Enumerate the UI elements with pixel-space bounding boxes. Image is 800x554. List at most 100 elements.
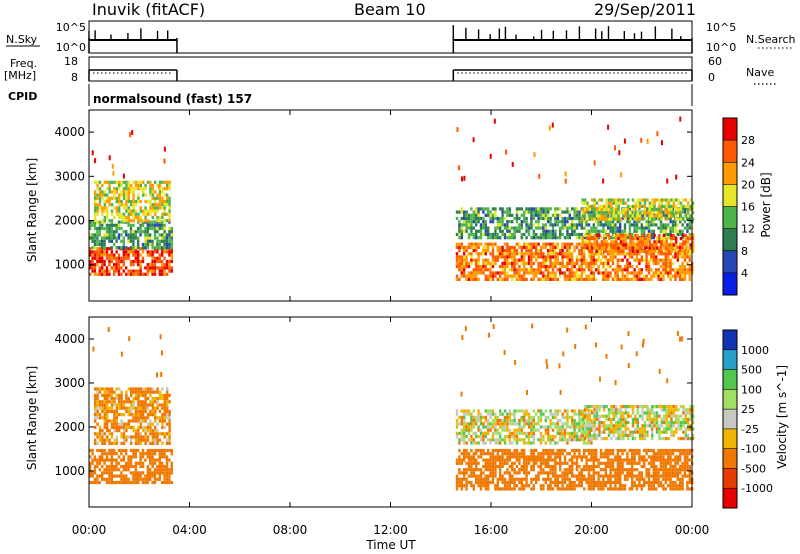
heatmap-cell <box>566 242 569 246</box>
heatmap-cell <box>595 484 598 488</box>
heatmap-cell <box>166 212 169 216</box>
heatmap-cell <box>139 253 142 257</box>
heatmap-cell <box>556 236 559 240</box>
heatmap-cell <box>683 207 687 211</box>
heatmap-cell <box>672 214 675 218</box>
heatmap-cell <box>484 474 487 478</box>
heatmap-cell <box>631 208 635 212</box>
heatmap-cell <box>559 480 562 485</box>
heatmap-cell <box>627 208 630 212</box>
heatmap-cell <box>527 245 531 249</box>
heatmap-cell <box>98 196 102 200</box>
heatmap-cell <box>118 406 121 410</box>
heatmap-cell <box>520 415 523 419</box>
heatmap-cell <box>549 458 552 462</box>
heatmap-cell <box>110 236 113 240</box>
heatmap-cell <box>651 211 654 215</box>
heatmap-cell <box>120 266 123 270</box>
heatmap-cell <box>525 484 528 488</box>
heatmap-cell <box>575 232 579 237</box>
heatmap-cell <box>523 455 526 459</box>
heatmap-cell <box>578 265 581 269</box>
heatmap-cell <box>563 435 567 439</box>
heatmap-cell <box>120 180 123 184</box>
heatmap-cell <box>151 400 154 404</box>
heatmap-cell <box>158 419 162 423</box>
heatmap-cell <box>681 242 684 246</box>
heatmap-cell <box>142 400 145 404</box>
heatmap-cell <box>688 223 691 227</box>
heatmap-cell <box>499 441 502 445</box>
heatmap-cell <box>669 461 672 465</box>
heatmap-cell <box>491 271 495 275</box>
heatmap-cell <box>139 425 142 429</box>
colorbar-swatch <box>723 228 737 251</box>
heatmap-cell <box>515 448 519 453</box>
heatmap-cell <box>573 435 576 439</box>
heatmap-cell <box>141 448 145 453</box>
heatmap-cell <box>592 274 595 278</box>
heatmap-cell <box>146 269 149 273</box>
heatmap-cell <box>503 232 507 237</box>
heatmap-cell <box>641 237 644 241</box>
heatmap-cell <box>118 203 121 207</box>
heatmap-cell <box>137 272 140 276</box>
heatmap-cell <box>110 409 114 413</box>
heatmap-cell <box>549 232 552 237</box>
heatmap-cell <box>166 219 169 223</box>
heatmap-cell <box>103 403 106 407</box>
heatmap-cell <box>98 180 102 184</box>
heatmap-cell <box>575 277 579 281</box>
heatmap-cell <box>602 178 605 184</box>
heatmap-cell <box>578 480 581 485</box>
heatmap-cell <box>146 477 149 481</box>
heatmap-cell <box>523 448 526 453</box>
heatmap-cell <box>482 435 485 439</box>
heatmap-cell <box>149 203 152 207</box>
heatmap-cell <box>578 474 581 478</box>
heatmap-cell <box>122 441 126 445</box>
heatmap-cell <box>115 438 118 442</box>
heatmap-cell <box>598 233 601 237</box>
heatmap-cell <box>120 193 123 197</box>
heatmap-cell <box>141 464 145 469</box>
heatmap-cell <box>527 268 531 272</box>
heatmap-cell <box>467 226 471 230</box>
heatmap-cell <box>575 425 579 429</box>
heatmap-cell <box>499 216 502 221</box>
heatmap-cell <box>539 415 543 419</box>
heatmap-cell <box>518 471 521 475</box>
heatmap-cell <box>530 249 533 253</box>
heatmap-cell <box>91 150 94 156</box>
heatmap-cell <box>523 220 526 224</box>
heatmap-cell <box>676 458 679 462</box>
heatmap-cell <box>532 419 535 423</box>
heatmap-cell <box>477 210 480 214</box>
heatmap-cell <box>465 249 468 253</box>
heatmap-cell <box>511 452 514 456</box>
heatmap-cell <box>520 274 523 278</box>
heatmap-cell <box>137 435 140 439</box>
heatmap-cell <box>460 415 463 419</box>
heatmap-cell <box>98 242 101 247</box>
heatmap-cell <box>103 226 106 231</box>
heatmap-cell <box>650 232 653 237</box>
heatmap-cell <box>515 452 519 456</box>
heatmap-cell <box>467 242 471 246</box>
heatmap-cell <box>578 412 581 416</box>
heatmap-cell <box>125 477 128 481</box>
heatmap-cell <box>581 201 584 205</box>
heatmap-cell <box>554 274 557 278</box>
heatmap-cell <box>659 452 663 456</box>
heatmap-cell <box>156 468 159 472</box>
heatmap-cell <box>163 223 166 227</box>
heatmap-cell <box>525 271 528 275</box>
heatmap-cell <box>166 387 169 391</box>
heatmap-cell <box>563 216 567 221</box>
heatmap-cell <box>106 429 109 433</box>
heatmap-cell <box>91 474 94 478</box>
heatmap-cell <box>144 193 147 197</box>
heatmap-cell <box>122 474 125 478</box>
heatmap-cell <box>494 419 497 423</box>
heatmap-cell <box>91 269 94 273</box>
